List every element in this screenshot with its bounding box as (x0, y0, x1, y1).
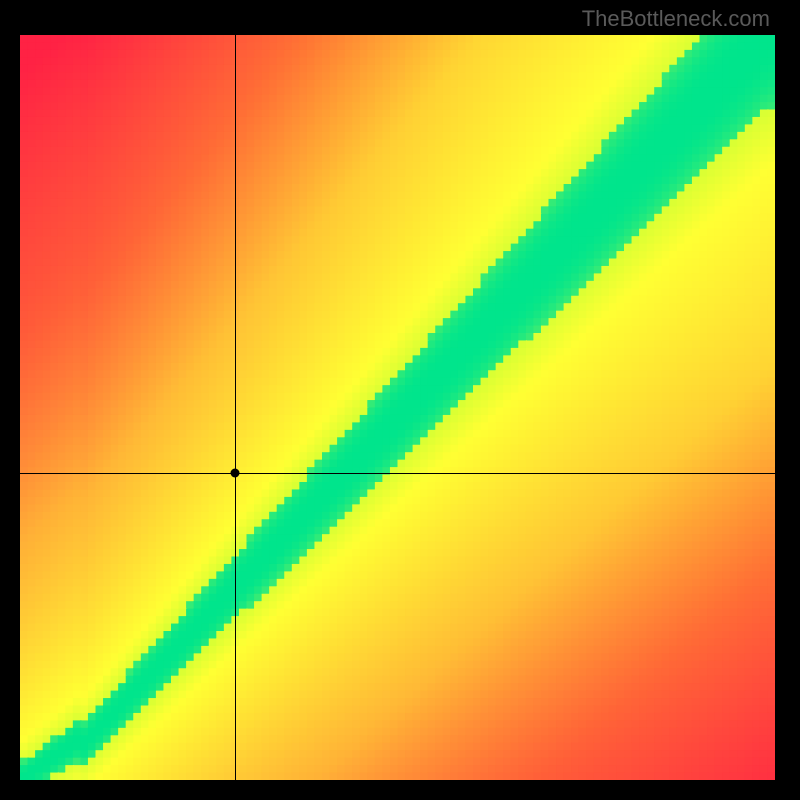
heatmap-chart (20, 35, 775, 780)
crosshair-vertical (235, 35, 236, 780)
crosshair-horizontal (20, 473, 775, 474)
attribution-watermark: TheBottleneck.com (582, 6, 770, 32)
crosshair-marker-dot (231, 469, 240, 478)
heatmap-canvas (20, 35, 775, 780)
